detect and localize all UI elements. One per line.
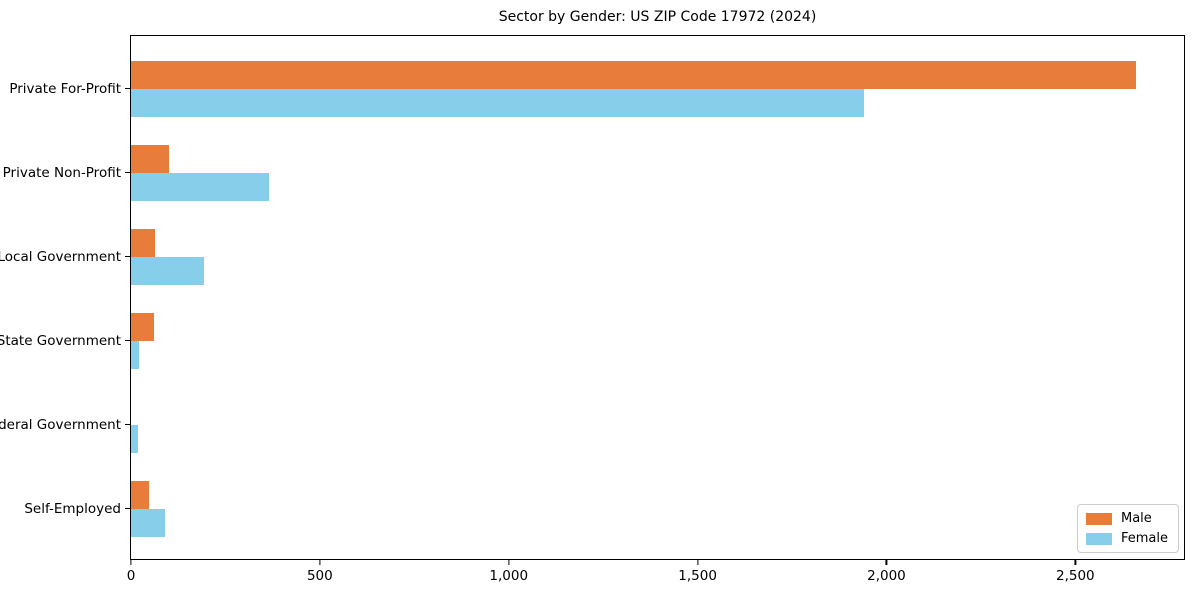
x-axis-tick [885,559,888,565]
y-axis-tick [125,256,131,258]
x-axis-tick [697,559,699,565]
chart-title: Sector by Gender: US ZIP Code 17972 (202… [498,9,817,25]
x-tick-label-1: 500 [306,568,333,584]
legend-item-female: Female [1085,531,1168,546]
legend: Male Female [1076,504,1179,553]
y-axis-tick [125,88,131,90]
bar-female-1 [131,172,269,201]
bar-female-5 [131,508,165,537]
y-tick-label-2: Local Government [0,248,121,265]
x-axis-tick [130,559,132,565]
x-tick-label-5: 2,500 [1055,568,1095,584]
y-tick-label-1: Private Non-Profit [2,164,121,181]
bar-female-4 [131,424,139,453]
x-tick-label-0: 0 [126,568,136,584]
legend-swatch-male [1085,512,1112,525]
y-axis-tick [125,340,131,342]
y-axis-tick [125,508,131,510]
bar-female-0 [131,88,864,117]
legend-label-female: Female [1120,531,1168,546]
bar-male-3 [131,312,154,341]
bar-male-5 [131,480,149,509]
legend-label-male: Male [1120,511,1152,526]
y-tick-label-0: Private For-Profit [9,80,121,97]
x-axis-tick [1074,559,1076,565]
plot-area: Male Female Private For-Profit Private Non… [0,35,1185,584]
x-tick-label-3: 1,500 [678,568,717,584]
x-tick-label-4: 2,000 [867,568,906,584]
y-axis-tick [125,424,131,426]
bar-female-3 [131,340,139,369]
legend-swatch-female [1085,532,1112,545]
x-axis-tick [319,559,321,565]
bar-female-2 [131,256,204,285]
y-tick-label-5: Self-Employed [24,500,121,517]
x-axis-tick [508,559,510,565]
bar-male-2 [131,228,155,257]
y-tick-label-3: State Government [0,332,121,349]
legend-item-male: Male [1085,511,1168,526]
y-tick-label-4: Federal Government [0,416,121,433]
y-axis-tick [125,172,131,174]
x-tick-label-2: 1,000 [489,568,529,584]
bar-male-1 [131,144,169,173]
bar-male-0 [131,60,1136,89]
